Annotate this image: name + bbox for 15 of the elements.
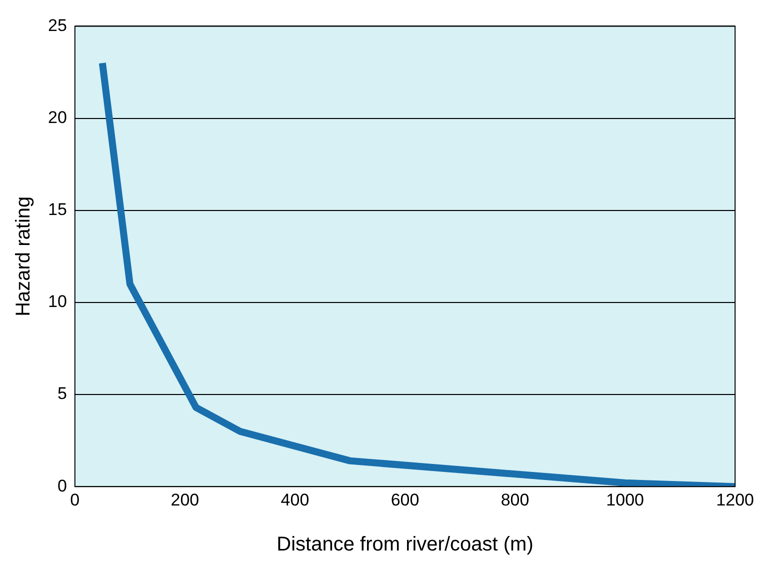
y-tick-label: 15 (48, 200, 67, 220)
x-tick-label: 600 (390, 490, 420, 510)
y-tick-label: 5 (57, 384, 67, 404)
x-tick-label: 1000 (606, 490, 644, 510)
x-tick-label: 1200 (716, 490, 754, 510)
y-tick-label: 20 (48, 108, 67, 127)
y-tick-label: 0 (57, 476, 67, 496)
x-tick-label: 400 (280, 490, 310, 510)
x-tick-label: 800 (500, 490, 530, 510)
x-tick-label: 0 (70, 490, 80, 510)
x-tick-label: 200 (170, 490, 200, 510)
y-tick-label: 10 (48, 292, 67, 312)
y-tick-label: 25 (48, 16, 67, 35)
y-axis-title: Hazard rating (12, 196, 35, 316)
x-axis-title: Distance from river/coast (m) (276, 534, 534, 556)
